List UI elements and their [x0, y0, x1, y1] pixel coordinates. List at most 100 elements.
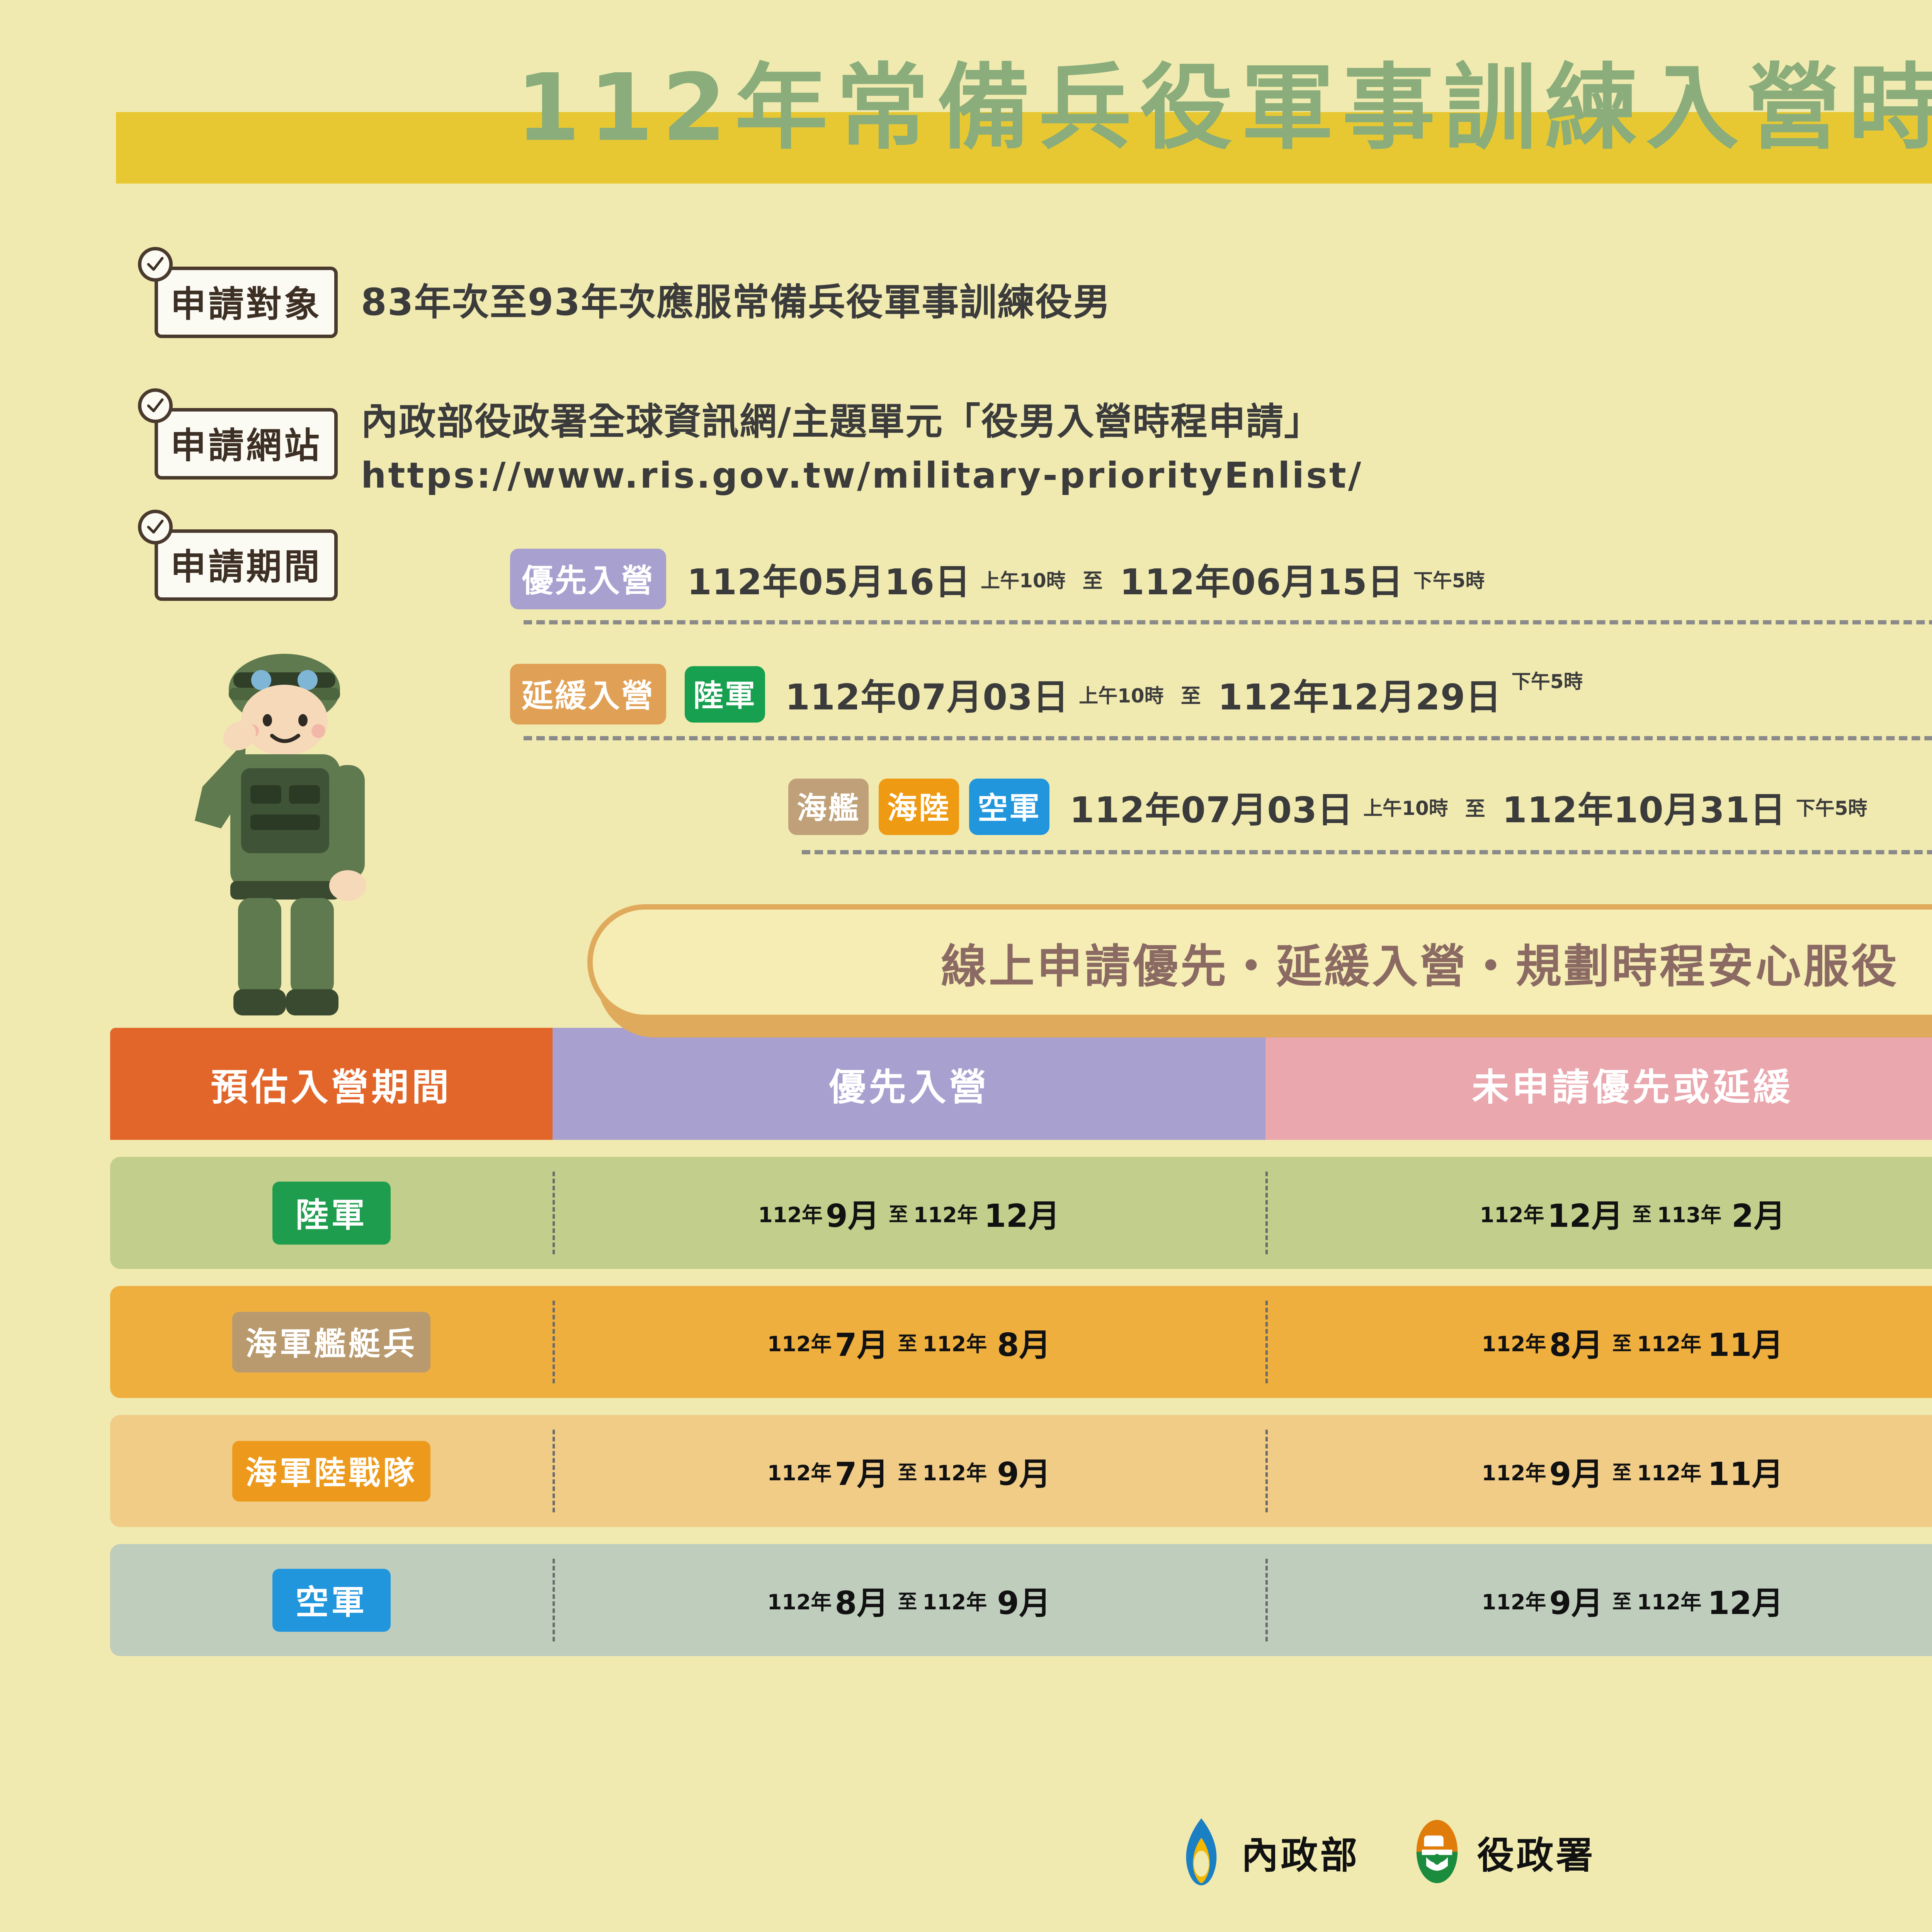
table-header-row: 預估入營期間 優先入營 未申請優先或延緩 延緩入營 [110, 1028, 1932, 1140]
service-badge-marine: 海軍陸戰隊 [232, 1440, 430, 1502]
info-row-applicant: 申請對象 83年次至93年次應服常備兵役軍事訓練役男 [138, 247, 1111, 338]
priority-sep: 至 [898, 1590, 917, 1613]
priority-sep: 至 [898, 1332, 917, 1355]
deferred-army-end-time: 下午5時 [1511, 670, 1583, 693]
table-row: 海軍陸戰隊 112年 7月 至 112年 9月 112年 9月 至 112年 1… [110, 1415, 1932, 1527]
info-row-website: 申請網站 內政部役政署全球資訊網/主題單元「役男入營時程申請」 https://… [138, 388, 1363, 496]
period-divider-2 [524, 736, 1932, 740]
footer-nca: 役政署 [1410, 1816, 1595, 1888]
deferred-navy-separator: 至 [1465, 797, 1485, 821]
page-title-wrap: 112年常備兵役軍事訓練入營時程申請 [0, 58, 1932, 158]
priority-start-time: 上午10時 [981, 569, 1066, 592]
row-none-cell: 112年 9月 至 112年 12月 [1265, 1544, 1932, 1656]
label-box-website: 申請網站 [138, 388, 338, 480]
none-to-month: 2月 [1731, 1197, 1786, 1235]
label-website: 申請網站 [170, 425, 322, 466]
value-website-path: 內政部役政署全球資訊網/主題單元「役男入營時程申請」 [361, 400, 1322, 443]
service-badge-airforce: 空軍 [272, 1568, 391, 1632]
none-to-year: 112年 [1637, 1461, 1702, 1485]
priority-to-month: 12月 [984, 1197, 1060, 1235]
pill-service-marine: 海陸 [879, 779, 959, 835]
none-sep: 至 [1612, 1332, 1632, 1355]
priority-to-year: 112年 [922, 1590, 987, 1614]
priority-separator: 至 [1082, 570, 1103, 593]
none-from-year: 112年 [1481, 1461, 1546, 1485]
deferred-army-start-time: 上午10時 [1079, 684, 1164, 707]
check-icon [138, 388, 173, 423]
pill-service-airforce: 空軍 [969, 779, 1050, 835]
priority-to-year: 112年 [922, 1332, 987, 1356]
deferred-navy-start-date: 112年07月03日 [1070, 789, 1354, 831]
nca-logo-icon [1410, 1816, 1464, 1888]
none-to-month: 12月 [1708, 1585, 1784, 1622]
deferred-navy-start-time: 上午10時 [1363, 797, 1448, 820]
period-row-deferred-navy-air: 海艦 海陸 空軍 112年07月03日 上午10時 至 112年10月31日 下… [788, 779, 1867, 835]
priority-end-date: 112年06月15日 [1119, 561, 1403, 603]
row-priority-cell: 112年 9月 至 112年 12月 [553, 1157, 1265, 1269]
moi-label: 內政部 [1241, 1833, 1360, 1877]
period-divider-1 [524, 620, 1932, 624]
label-box-period: 申請期間 [138, 510, 338, 601]
row-service-cell: 海軍艦艇兵 [110, 1286, 553, 1398]
period-row-priority: 優先入營 112年05月16日 上午10時 至 112年06月15日 下午5時 [510, 549, 1485, 609]
priority-from-month: 8月 [835, 1585, 889, 1622]
info-row-period: 申請期間 [138, 510, 338, 601]
none-from-month: 8月 [1549, 1327, 1603, 1364]
moi-logo-icon [1174, 1816, 1228, 1888]
deferred-army-start-date: 112年07月03日 [785, 677, 1069, 718]
check-icon [138, 247, 173, 282]
enlistment-schedule-table: 預估入營期間 優先入營 未申請優先或延緩 延緩入營 陸軍 112年 9月 至 1… [110, 1028, 1932, 1656]
none-from-year: 112年 [1481, 1332, 1546, 1356]
row-priority-cell: 112年 8月 至 112年 9月 [553, 1544, 1265, 1656]
deferred-army-separator: 至 [1180, 685, 1201, 708]
none-sep: 至 [1632, 1203, 1652, 1226]
service-badge-army: 陸軍 [272, 1181, 391, 1245]
priority-to-year: 112年 [913, 1202, 978, 1227]
pill-deferred-enlist: 延緩入營 [510, 664, 667, 724]
priority-to-month: 9月 [997, 1456, 1051, 1493]
value-applicant: 83年次至93年次應服常備兵役軍事訓練役男 [361, 281, 1111, 324]
period-divider-3 [802, 850, 1932, 854]
none-to-year: 112年 [1637, 1590, 1702, 1614]
priority-from-month: 7月 [835, 1327, 889, 1364]
priority-from-year: 112年 [767, 1590, 832, 1614]
website-values: 內政部役政署全球資訊網/主題單元「役男入營時程申請」 https://www.r… [361, 398, 1363, 496]
none-from-year: 112年 [1480, 1202, 1544, 1227]
none-sep: 至 [1612, 1590, 1632, 1613]
priority-end-time: 下午5時 [1413, 569, 1485, 592]
deferred-navy-end-time: 下午5時 [1796, 797, 1867, 820]
period-row-deferred-army: 延緩入營 陸軍 112年07月03日 上午10時 至 112年12月29日 下午… [510, 664, 1583, 724]
priority-sep: 至 [888, 1203, 908, 1226]
none-to-month: 11月 [1708, 1327, 1784, 1364]
footer: 內政部 役政署 [0, 1816, 1932, 1888]
table-row: 海軍艦艇兵 112年 7月 至 112年 8月 112年 8月 至 112年 1… [110, 1286, 1932, 1398]
application-url[interactable]: https://www.ris.gov.tw/military-priority… [361, 454, 1363, 496]
priority-from-month: 7月 [835, 1456, 889, 1493]
deferred-army-end-date: 112年12月29日 [1218, 677, 1502, 718]
row-none-cell: 112年 8月 至 112年 11月 [1265, 1286, 1932, 1398]
table-row: 空軍 112年 8月 至 112年 9月 112年 9月 至 112年 12月 … [110, 1544, 1932, 1656]
soldier-mascot-illustration [147, 649, 425, 1036]
priority-from-month: 9月 [825, 1197, 879, 1235]
nca-label: 役政署 [1477, 1833, 1595, 1877]
pill-service-navy-ship: 海艦 [788, 779, 869, 835]
footer-moi: 內政部 [1174, 1816, 1360, 1888]
none-from-month: 9月 [1549, 1585, 1603, 1622]
pill-priority-enlist: 優先入營 [510, 549, 667, 609]
check-icon [138, 510, 173, 544]
label-box-applicant: 申請對象 [138, 247, 338, 338]
priority-to-month: 8月 [997, 1327, 1051, 1364]
title-highlight-bar [116, 112, 1932, 184]
priority-from-year: 112年 [767, 1332, 832, 1356]
deferred-navy-end-date: 112年10月31日 [1502, 789, 1786, 831]
row-service-cell: 陸軍 [110, 1157, 553, 1269]
page-title: 112年常備兵役軍事訓練入營時程申請 [516, 54, 1932, 162]
row-priority-cell: 112年 7月 至 112年 8月 [553, 1286, 1265, 1398]
priority-sep: 至 [898, 1461, 917, 1484]
none-from-month: 9月 [1549, 1456, 1603, 1493]
none-to-year: 113年 [1657, 1202, 1722, 1227]
row-priority-cell: 112年 7月 至 112年 9月 [553, 1415, 1265, 1527]
priority-start-date: 112年05月16日 [687, 561, 971, 603]
table-row: 陸軍 112年 9月 至 112年 12月 112年 12月 至 113年 2月… [110, 1157, 1932, 1269]
